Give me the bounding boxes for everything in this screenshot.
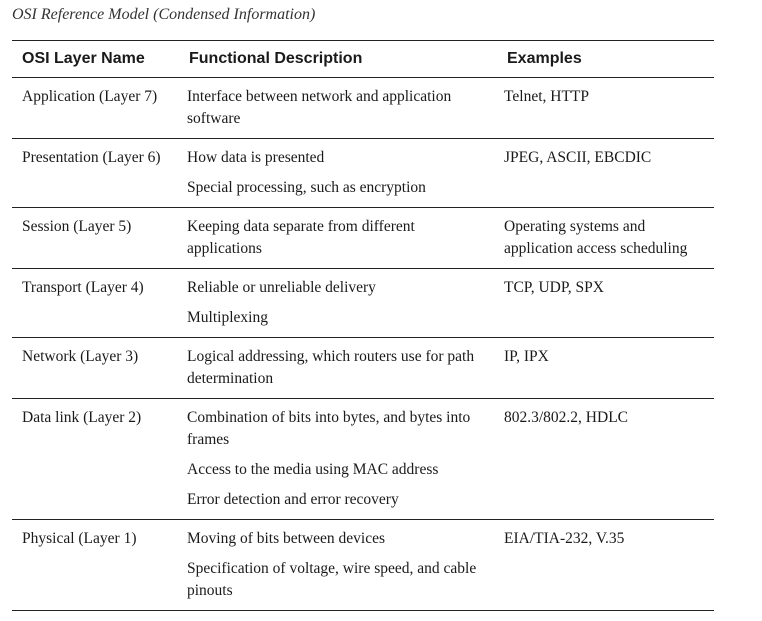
header-layer-name: OSI Layer Name <box>12 40 179 78</box>
examples-cell: IP, IPX <box>494 337 714 399</box>
description-line: Moving of bits between devices <box>187 530 386 547</box>
description-cell: Reliable or unreliable delivery Multiplex… <box>179 268 494 338</box>
examples-cell: Telnet, HTTP <box>494 77 714 139</box>
examples-cell: Operating systems and application access… <box>494 207 714 269</box>
table-row: Data link (Layer 2) Combination of bits i… <box>12 398 714 520</box>
description-line: Error detection and error recovery <box>187 491 399 508</box>
layer-name-cell: Transport (Layer 4) <box>12 268 179 338</box>
description-line: Keeping data separate from different app… <box>187 218 415 257</box>
table-row: Application (Layer 7) Interface between n… <box>12 77 714 139</box>
description-cell: Logical addressing, which routers use fo… <box>179 337 494 399</box>
layer-name-cell: Session (Layer 5) <box>12 207 179 269</box>
description-line: How data is presented <box>187 149 325 166</box>
description-line: Multiplexing <box>187 309 268 326</box>
layer-name-cell: Application (Layer 7) <box>12 77 179 139</box>
layer-name-cell: Data link (Layer 2) <box>12 398 179 520</box>
table-header-row: OSI Layer Name Functional Description Ex… <box>12 40 714 78</box>
header-functional-description: Functional Description <box>179 40 494 78</box>
layer-name-cell: Presentation (Layer 6) <box>12 138 179 208</box>
table-caption: OSI Reference Model (Condensed Informati… <box>12 6 316 23</box>
description-line: Access to the media using MAC address <box>187 461 439 478</box>
description-cell: Moving of bits between devices Specificat… <box>179 519 494 611</box>
description-line: Logical addressing, which routers use fo… <box>187 348 475 387</box>
layer-name-cell: Network (Layer 3) <box>12 337 179 399</box>
description-cell: Keeping data separate from different app… <box>179 207 494 269</box>
description-line: Combination of bits into bytes, and byte… <box>187 409 471 448</box>
table-row: Transport (Layer 4) Reliable or unreliabl… <box>12 268 714 338</box>
table-row: Network (Layer 3) Logical addressing, whi… <box>12 337 714 399</box>
description-line: Special processing, such as encryption <box>187 179 426 196</box>
description-cell: Combination of bits into bytes, and byte… <box>179 398 494 520</box>
description-line: Specification of voltage, wire speed, an… <box>187 560 477 599</box>
description-line: Interface between network and applicatio… <box>187 88 452 127</box>
table-body: Application (Layer 7) Interface between n… <box>12 77 714 611</box>
description-cell: How data is presented Special processing,… <box>179 138 494 208</box>
table-row: Session (Layer 5) Keeping data separate f… <box>12 207 714 269</box>
examples-cell: EIA/TIA-232, V.35 <box>494 519 714 611</box>
description-line: Reliable or unreliable delivery <box>187 279 376 296</box>
examples-cell: TCP, UDP, SPX <box>494 268 714 338</box>
examples-cell: JPEG, ASCII, EBCDIC <box>494 138 714 208</box>
osi-table: OSI Layer Name Functional Description Ex… <box>12 40 714 611</box>
table-row: Physical (Layer 1) Moving of bits between… <box>12 519 714 611</box>
examples-cell: 802.3/802.2, HDLC <box>494 398 714 520</box>
table-row: Presentation (Layer 6) How data is presen… <box>12 138 714 208</box>
layer-name-cell: Physical (Layer 1) <box>12 519 179 611</box>
description-cell: Interface between network and applicatio… <box>179 77 494 139</box>
header-examples: Examples <box>494 40 714 78</box>
